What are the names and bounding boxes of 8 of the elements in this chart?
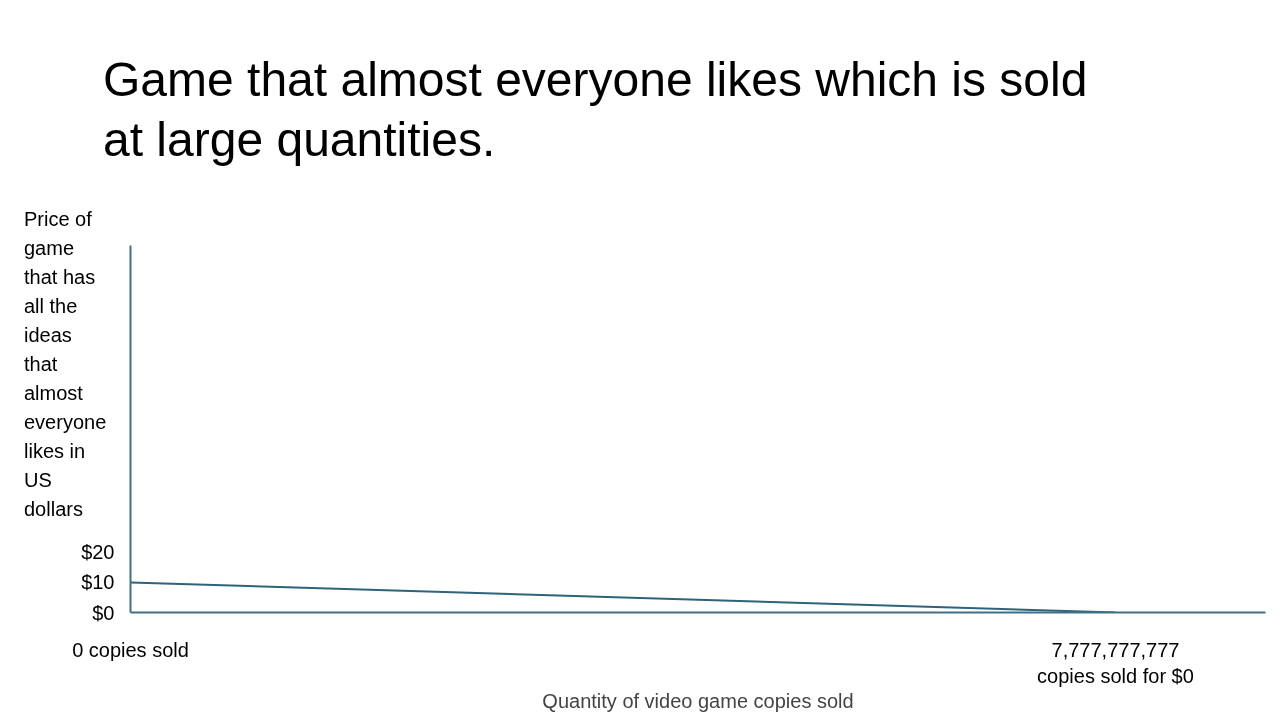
y-tick-label: $10 — [81, 571, 115, 594]
text: Price of game that has all the ideas that almost everyone likes in US dollars — [24, 208, 107, 520]
x-axis-title: Quantity of video game copies sold — [542, 689, 854, 712]
x-tick-label: 0 copies sold — [72, 638, 189, 661]
chart-title: Game that almost everyone likes which is sold at large quantities. — [103, 52, 1089, 168]
y-tick-label: $0 — [92, 601, 115, 624]
x-tick-label: 7,777,777,777 copies sold for $0 — [1037, 638, 1194, 687]
y-tick-label: $20 — [81, 541, 115, 564]
